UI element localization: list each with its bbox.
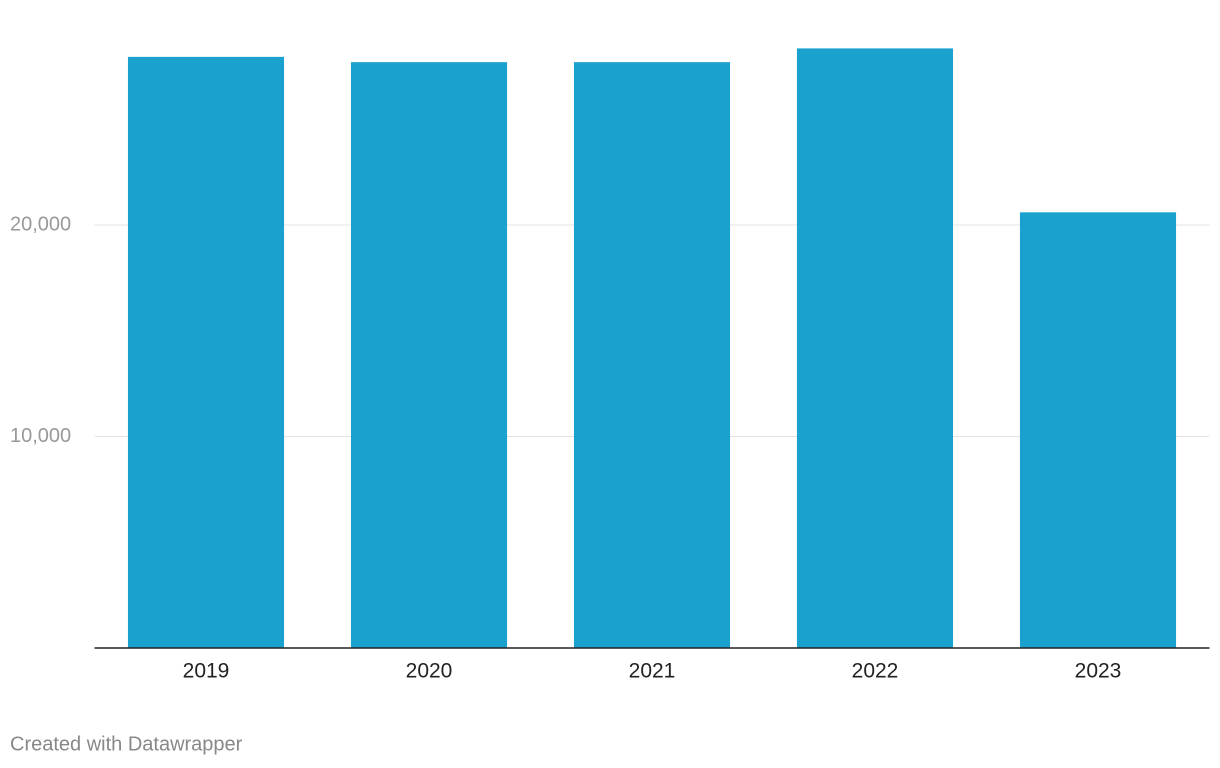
x-tick-label: 2021 [629, 660, 676, 683]
y-tick-label: 20,000 [10, 213, 71, 235]
x-tick-label: 2023 [1075, 660, 1122, 683]
bar [350, 62, 508, 648]
bar [127, 56, 285, 649]
bar [796, 48, 954, 648]
x-tick-label: 2022 [852, 660, 899, 683]
bar [573, 62, 731, 648]
x-tick-label: 2019 [183, 660, 230, 683]
bar [1019, 212, 1177, 648]
credit: Created with Datawrapper [10, 733, 243, 755]
x-tick-label: 2020 [406, 660, 453, 683]
y-tick-label: 10,000 [10, 425, 71, 447]
